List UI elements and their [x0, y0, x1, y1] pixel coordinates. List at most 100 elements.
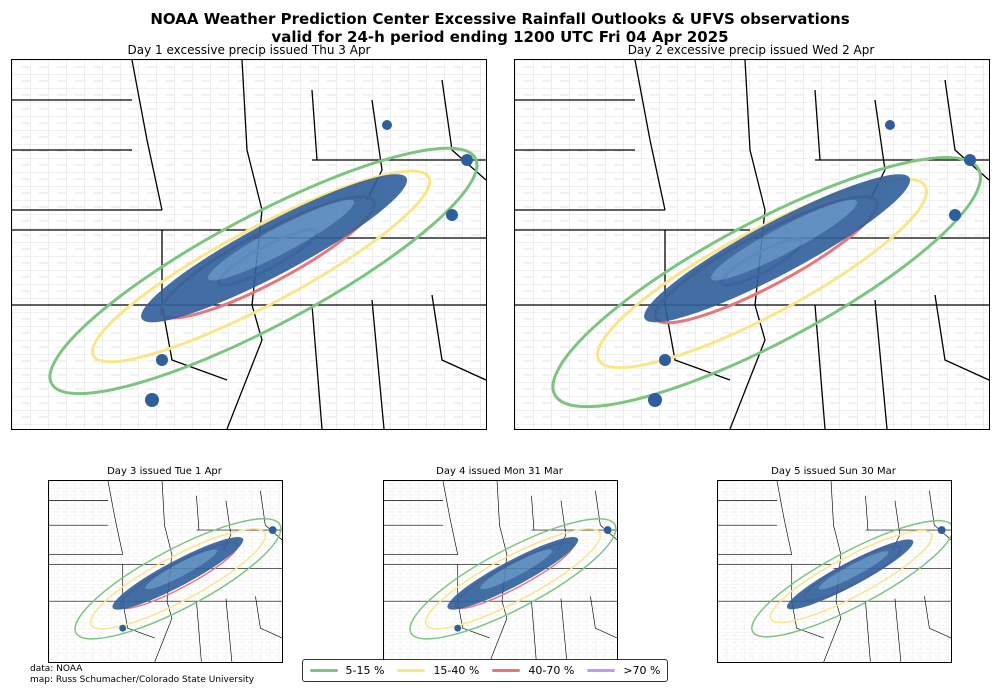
state-border: [924, 596, 951, 639]
observation-point: [382, 120, 392, 130]
state-border: [457, 601, 490, 639]
figure-title: NOAA Weather Prediction Center Excessive…: [150, 10, 850, 28]
outlook-contour-1: [89, 528, 267, 630]
credit-data: data: NOAA: [30, 664, 83, 674]
state-border: [371, 299, 385, 429]
outlook-contour-0: [409, 518, 617, 640]
state-border: [196, 601, 202, 662]
state-border: [934, 294, 989, 381]
observation-point: [461, 154, 473, 166]
state-border: [107, 481, 124, 555]
legend-item: 5-15 %: [309, 664, 385, 677]
legend: 5-15 % 15-40 % 40-70 % >70 %: [302, 659, 668, 682]
state-border: [865, 601, 871, 662]
observation-core: [145, 549, 218, 590]
state-border: [255, 596, 282, 639]
observation-core: [207, 199, 355, 281]
map-svg: [384, 481, 617, 662]
panel-title-day4: Day 4 issued Mon 31 Mar: [436, 466, 563, 477]
observations: [112, 537, 244, 610]
map-day2: [514, 59, 990, 430]
observation-point: [156, 354, 168, 366]
legend-label: 40-70 %: [528, 664, 575, 677]
legend-swatch: [492, 669, 521, 672]
state-border: [874, 299, 888, 429]
observations: [644, 174, 911, 323]
observation-point: [145, 393, 159, 407]
legend-label: 5-15 %: [345, 664, 385, 677]
map-svg: [12, 60, 486, 429]
state-border: [560, 598, 568, 662]
legend-swatch: [397, 669, 426, 672]
state-border: [311, 304, 323, 429]
observation-point: [603, 526, 612, 534]
state-border: [154, 601, 173, 662]
state-border: [865, 495, 869, 531]
outlook-contour-0: [551, 156, 983, 409]
state-border: [814, 304, 826, 429]
state-border: [531, 601, 537, 662]
state-border: [442, 481, 459, 555]
outlook-contour-1: [769, 529, 933, 624]
state-border: [431, 294, 486, 381]
legend-label: 15-40 %: [433, 664, 480, 677]
legend-swatch: [309, 669, 338, 672]
observation-point: [659, 354, 671, 366]
map-day3: [48, 480, 283, 663]
observation-point: [964, 154, 976, 166]
state-border: [161, 304, 228, 381]
observation-core: [710, 199, 858, 281]
outlook-contour-0: [74, 518, 282, 640]
outlook-contour-1: [90, 169, 432, 364]
map-day4: [383, 480, 618, 663]
state-border: [441, 79, 486, 181]
observation-point: [454, 624, 462, 632]
state-border: [894, 598, 902, 662]
state-border: [929, 490, 951, 541]
observation-point: [446, 209, 458, 221]
map-svg: [718, 481, 951, 662]
legend-item: 40-70 %: [492, 664, 574, 677]
panel-title-day1: Day 1 excessive precip issued Thu 3 Apr: [127, 43, 371, 57]
legend-label: >70 %: [623, 664, 661, 677]
state-border: [260, 490, 282, 541]
map-svg: [515, 60, 989, 429]
outlook-contour-0: [751, 519, 951, 638]
observation-core: [480, 549, 553, 590]
legend-item: 15-40 %: [397, 664, 479, 677]
panel-title-day2: Day 2 excessive precip issued Wed 2 Apr: [627, 43, 875, 57]
observation-point: [937, 526, 946, 534]
state-border: [131, 60, 163, 211]
map-day5: [717, 480, 952, 663]
legend-item: >70 %: [587, 664, 660, 677]
panel-title-day3: Day 3 issued Tue 1 Apr: [107, 466, 222, 477]
state-border: [776, 481, 793, 555]
state-border: [823, 601, 842, 662]
state-border: [814, 89, 821, 161]
credit-map: map: Russ Schumacher/Colorado State Univ…: [30, 675, 255, 685]
map-day1: [11, 59, 487, 430]
observation-point: [268, 526, 277, 534]
observations: [141, 174, 408, 323]
panel-title-day5: Day 5 issued Sun 30 Mar: [771, 466, 896, 477]
observation-core: [818, 551, 889, 590]
outlook-contour-1: [424, 528, 602, 630]
legend-swatch: [587, 669, 616, 672]
state-border: [226, 304, 263, 429]
figure-subtitle: valid for 24-h period ending 1200 UTC Fr…: [271, 28, 729, 46]
state-border: [311, 89, 318, 161]
state-border: [489, 601, 508, 662]
map-svg: [49, 481, 282, 662]
state-border: [595, 490, 617, 541]
state-border: [791, 601, 824, 639]
observation-point: [648, 393, 662, 407]
observation-point: [119, 624, 127, 632]
outlook-contour-1: [596, 177, 929, 370]
state-border: [531, 495, 535, 531]
observations: [786, 539, 914, 610]
observations: [447, 537, 579, 610]
outlook-contour-0: [48, 146, 479, 396]
state-border: [122, 601, 155, 639]
observation-point: [949, 209, 961, 221]
state-border: [196, 495, 200, 531]
